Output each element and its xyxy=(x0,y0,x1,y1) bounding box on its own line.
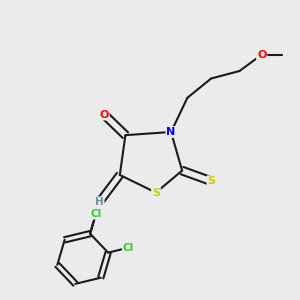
Text: S: S xyxy=(207,176,215,186)
Text: O: O xyxy=(99,110,109,119)
Text: O: O xyxy=(257,50,266,60)
Text: H: H xyxy=(95,197,104,207)
Text: S: S xyxy=(152,188,160,198)
Text: N: N xyxy=(167,127,176,137)
Text: Cl: Cl xyxy=(90,209,102,219)
Text: Cl: Cl xyxy=(123,243,134,253)
